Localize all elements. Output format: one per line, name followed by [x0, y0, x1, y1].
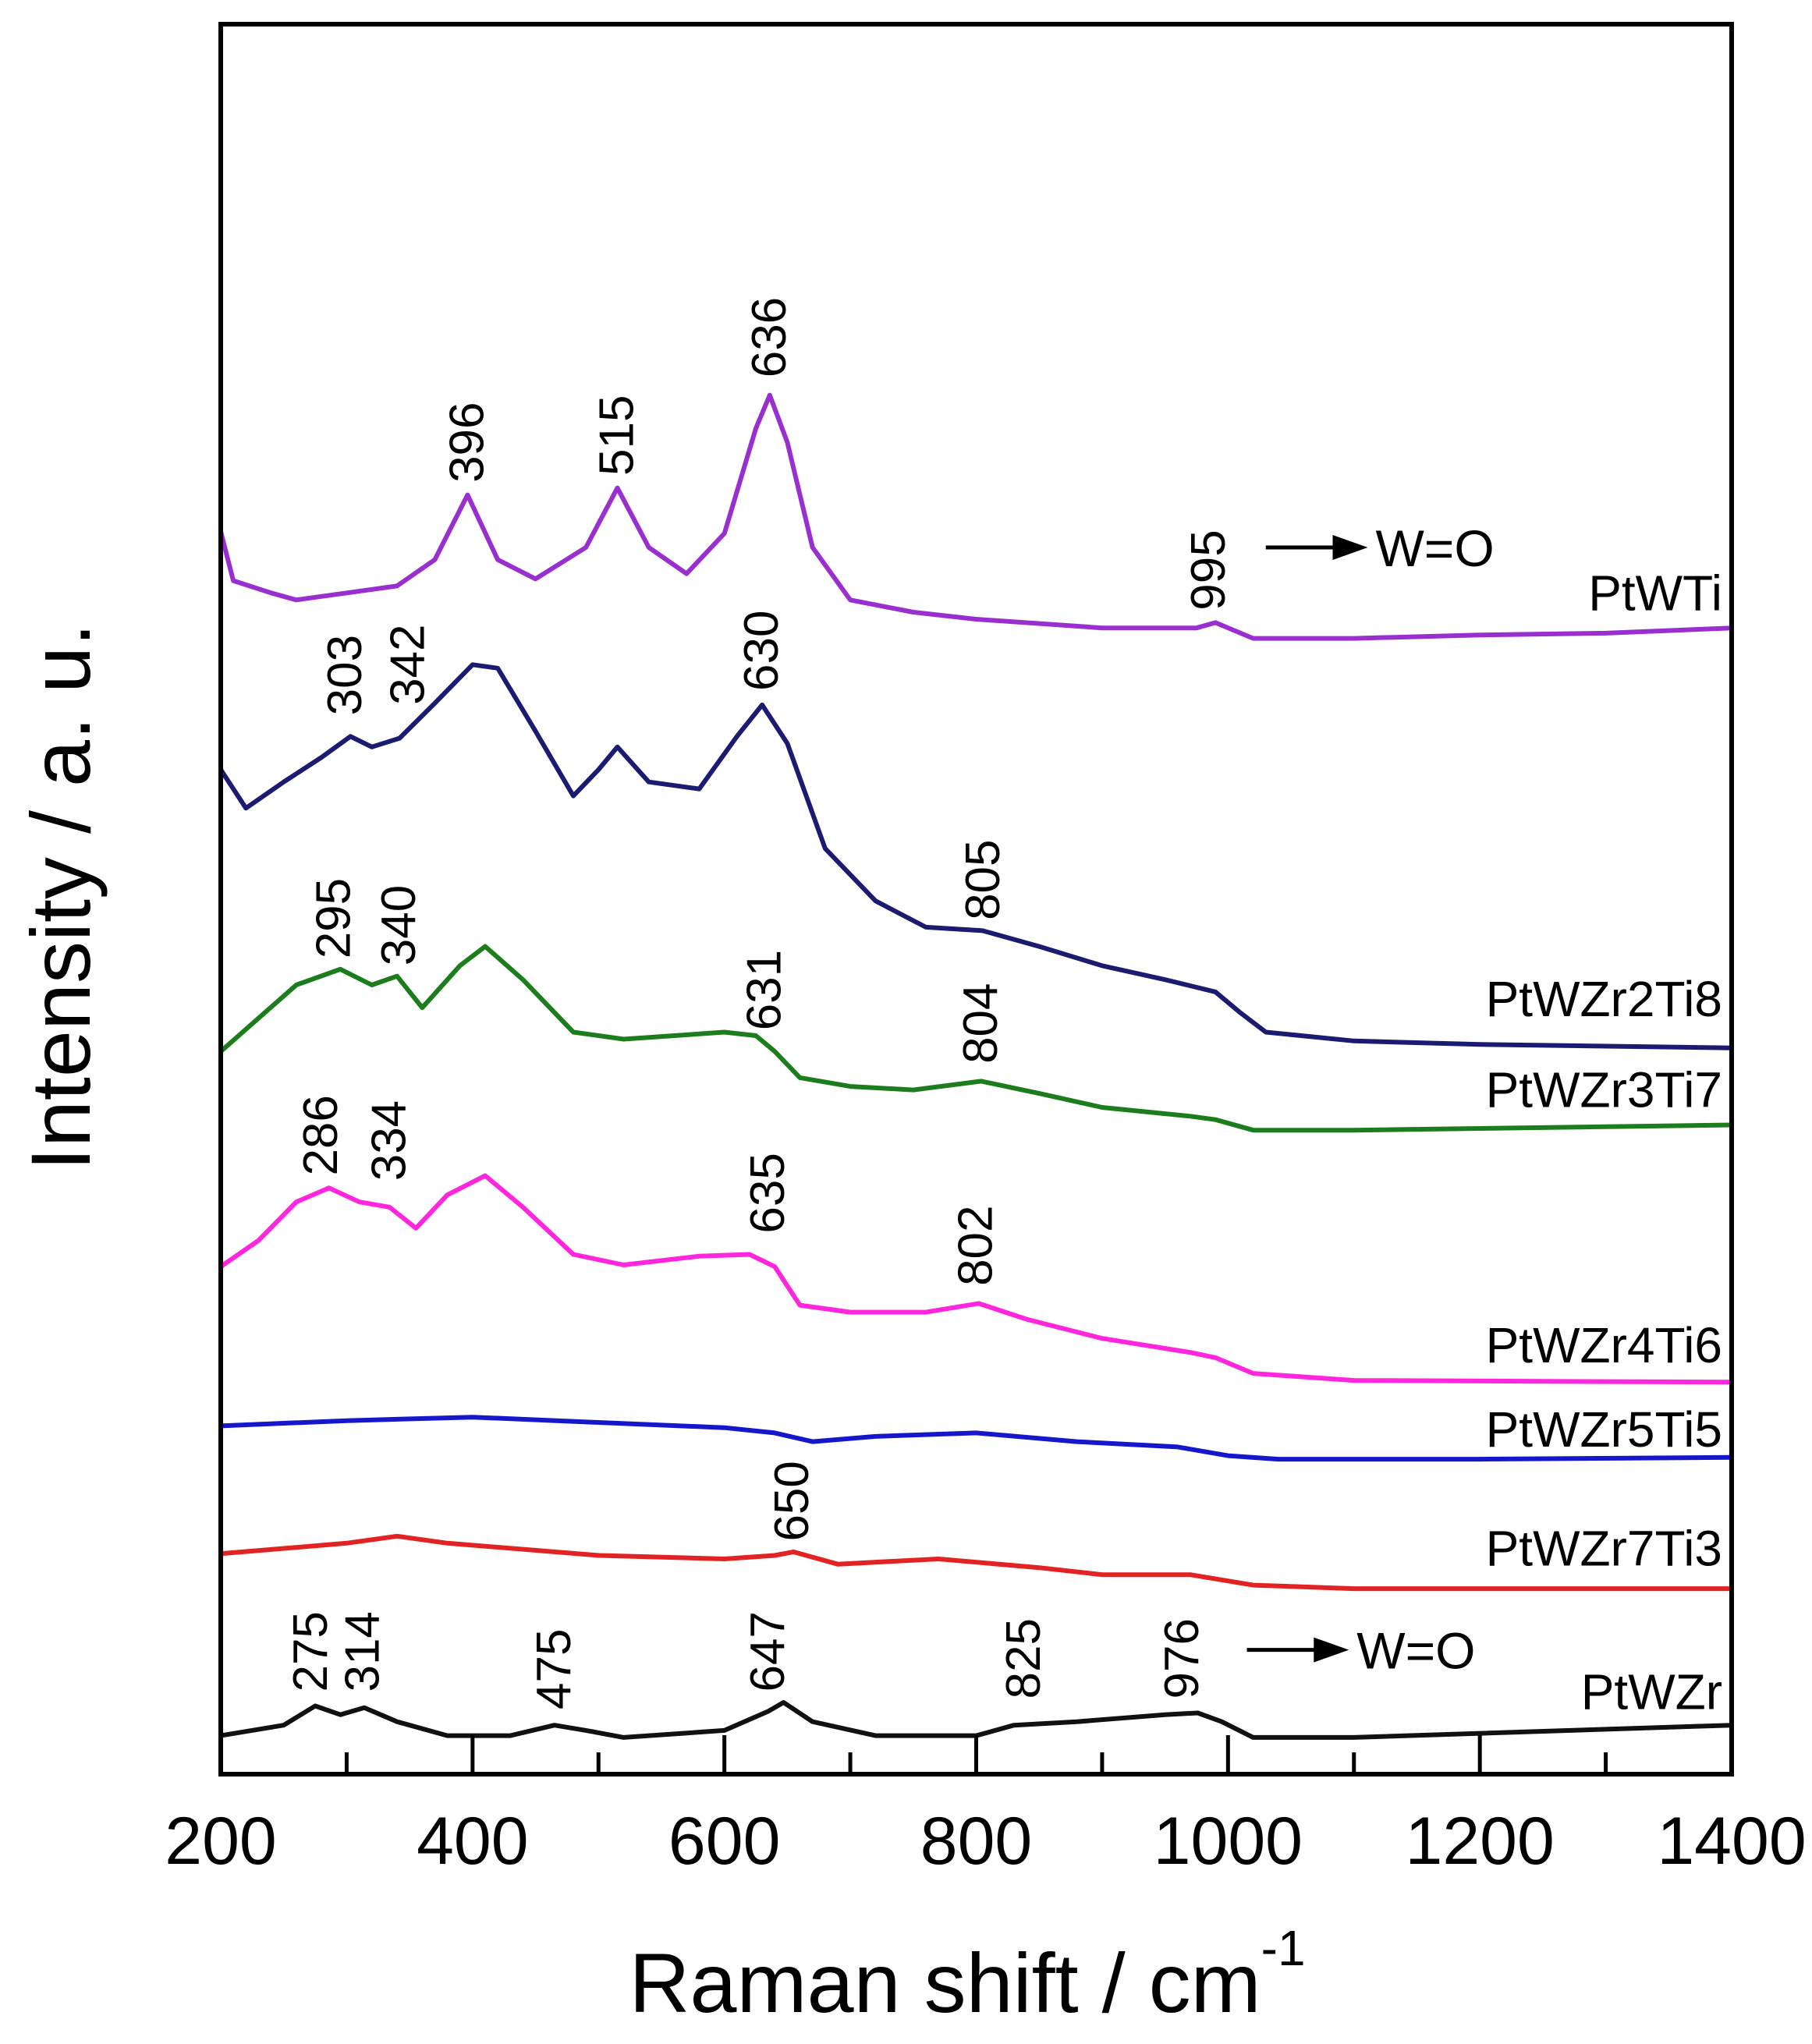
- peak-label: 805: [956, 839, 1010, 919]
- peak-label: 804: [954, 983, 1008, 1063]
- x-tick-label: 600: [668, 1804, 781, 1879]
- peak-label: 342: [381, 624, 435, 704]
- arrow-head-icon: [1332, 534, 1368, 560]
- series-label-ptwzr4ti6: PtWZr4Ti6: [1486, 1317, 1722, 1373]
- x-tick-label: 800: [920, 1804, 1033, 1879]
- peak-label: 314: [335, 1611, 389, 1692]
- peak-label: 995: [1182, 530, 1236, 610]
- peak-label: 286: [294, 1095, 348, 1175]
- x-tick-label: 1200: [1406, 1804, 1555, 1879]
- peak-label: 802: [949, 1205, 1003, 1285]
- y-axis-label: Intensity / a. u.: [13, 623, 108, 1171]
- series-line-ptwzr7ti3: [220, 1533, 1732, 1592]
- x-tick-label: 400: [417, 1804, 529, 1879]
- arrow-head-icon: [1314, 1637, 1349, 1663]
- plot-frame: [218, 22, 1734, 1777]
- peak-label: 475: [527, 1629, 581, 1709]
- series-line-ptwzr2ti8: [218, 662, 1732, 1050]
- x-tick-label: 200: [165, 1804, 277, 1879]
- arrow-label: W=O: [1356, 1622, 1475, 1680]
- series-line-ptwti: [218, 392, 1732, 641]
- series-curves: [218, 392, 1732, 1740]
- series-line-ptwzr5ti5: [220, 1415, 1732, 1462]
- series-label-ptwzr3ti7: PtWZr3Ti7: [1486, 1062, 1722, 1118]
- peak-label: 635: [741, 1153, 795, 1233]
- peak-label: 515: [590, 395, 644, 475]
- peak-label: 275: [284, 1611, 338, 1692]
- peak-annotations: 636 515 396 995 303 342 630 805 295 340 631 804 286 3…: [284, 297, 1494, 1709]
- x-tick-label: 1000: [1154, 1804, 1303, 1879]
- peak-label: 976: [1155, 1618, 1209, 1699]
- series-line-ptwzr4ti6: [219, 1173, 1732, 1385]
- peak-label: 636: [743, 297, 796, 377]
- peak-label: 647: [741, 1611, 795, 1692]
- peak-label: 295: [307, 878, 360, 958]
- series-line-ptwzr: [220, 1700, 1732, 1740]
- peak-label: 303: [318, 635, 372, 715]
- peak-label: 631: [737, 950, 791, 1030]
- series-label-ptwzr5ti5: PtWZr5Ti5: [1486, 1401, 1722, 1458]
- peak-label: 630: [735, 611, 789, 691]
- x-axis-label-superscript: -1: [1261, 1920, 1306, 1976]
- series-label-ptwzr: PtWZr: [1581, 1664, 1722, 1720]
- peak-label: 334: [362, 1100, 416, 1181]
- peak-label: 396: [440, 402, 494, 482]
- arrow-label: W=O: [1376, 519, 1495, 577]
- peak-label: 650: [765, 1461, 819, 1541]
- peak-label: 825: [997, 1618, 1051, 1699]
- series-labels: PtWTi PtWZr2Ti8 PtWZr3Ti7 PtWZr4Ti6 PtWZr5Ti…: [1486, 565, 1722, 1720]
- x-axis-ticks: 200 400 600 800 1000 1200 1400: [165, 1735, 1807, 1879]
- peak-label: 340: [372, 885, 426, 965]
- x-axis-label: Raman shift / cm-1: [629, 1920, 1305, 2030]
- series-label-ptwzr2ti8: PtWZr2Ti8: [1486, 971, 1722, 1027]
- series-label-ptwti: PtWTi: [1588, 565, 1722, 621]
- series-line-ptwzr3ti7: [219, 944, 1732, 1133]
- x-axis-label-text: Raman shift / cm: [629, 1936, 1261, 2030]
- x-tick-label: 1400: [1657, 1804, 1806, 1879]
- series-label-ptwzr7ti3: PtWZr7Ti3: [1486, 1521, 1722, 1577]
